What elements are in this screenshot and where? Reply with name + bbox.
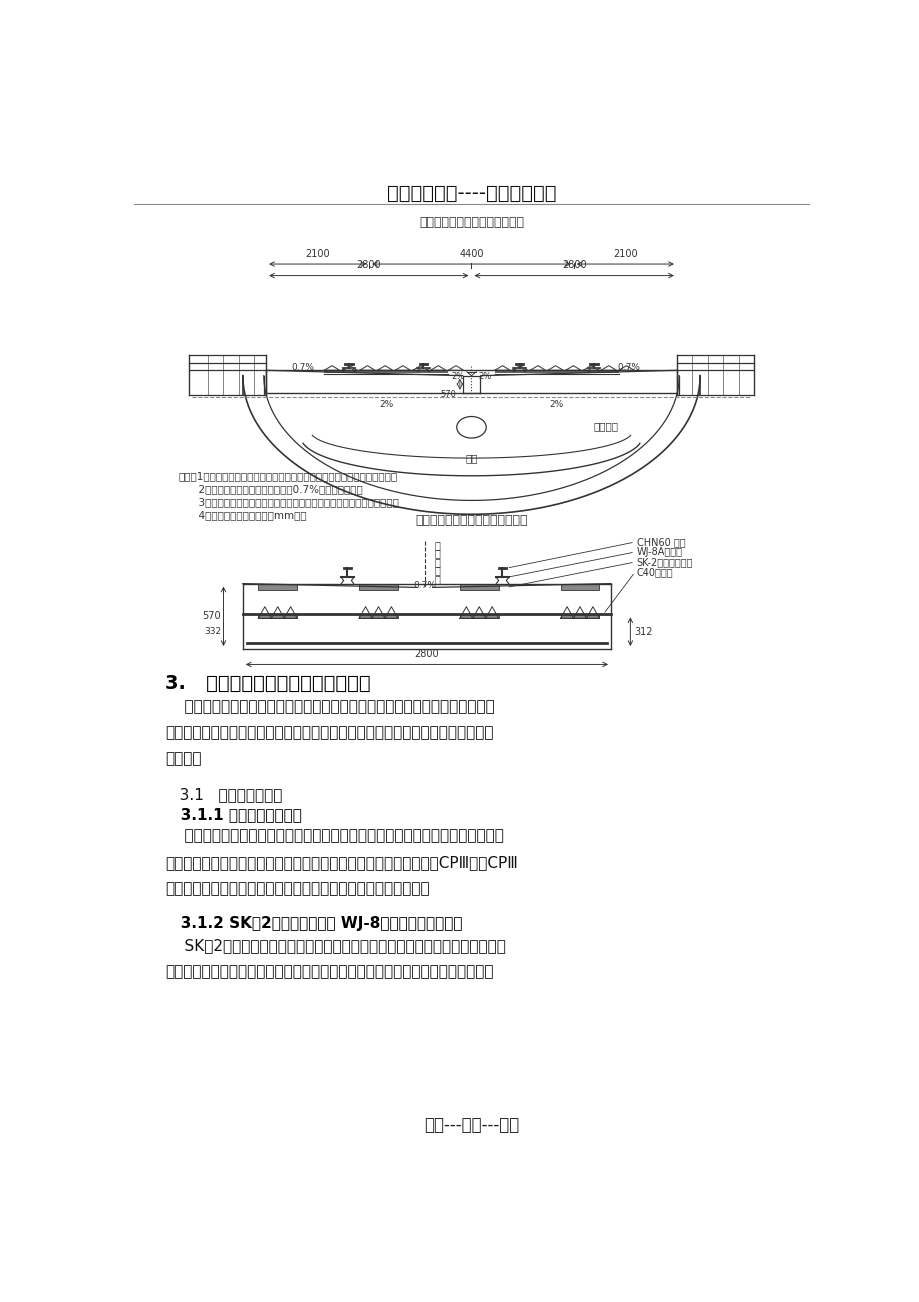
Text: WJ-8A型扣件: WJ-8A型扣件 [636, 547, 682, 557]
Text: 4、图中尺寸除注明外均以mm计。: 4、图中尺寸除注明外均以mm计。 [178, 510, 306, 519]
Text: 2%: 2% [478, 372, 492, 381]
Text: 2%: 2% [450, 372, 464, 381]
Text: 控制点高程测量网，同时控制桩高程必须进行精密二等水准测量。: 控制点高程测量网，同时控制桩高程必须进行精密二等水准测量。 [165, 881, 429, 896]
Text: 2%: 2% [549, 400, 563, 409]
Text: 道床施工安排在隧道主体工程完成以后进行，隧道贯通后应立即进行贯通测量，: 道床施工安排在隧道主体工程完成以后进行，隧道贯通后应立即进行贯通测量， [165, 828, 504, 844]
Text: 3.   双线隧道无砟轨道道床施工工艺: 3. 双线隧道无砟轨道道床施工工艺 [165, 674, 370, 693]
Bar [358, 583, 397, 590]
Bar [560, 615, 598, 618]
Bar [258, 615, 297, 618]
Text: 0.7%: 0.7% [290, 363, 313, 371]
Text: 2800: 2800 [414, 650, 438, 659]
Text: 并对贯通误差进行平差调整。贯通误差调整闭合后建立基桩控制网（CPⅢ）和CPⅢ: 并对贯通误差进行平差调整。贯通误差调整闭合后建立基桩控制网（CPⅢ）和CPⅢ [165, 855, 517, 870]
Text: 2100: 2100 [305, 249, 330, 259]
FancyBboxPatch shape [323, 370, 448, 374]
Text: 横山隧道无砟轨道横断面布置详图: 横山隧道无砟轨道横断面布置详图 [414, 514, 528, 527]
Text: 2800: 2800 [357, 260, 380, 271]
Text: 出厂运至工地经过质检后集中堆放在洞口空地上。堆放场地应提前作好平整及防排: 出厂运至工地经过质检后集中堆放在洞口空地上。堆放场地应提前作好平整及防排 [165, 965, 494, 979]
Text: 线: 线 [434, 574, 439, 585]
Text: 说明：1、本图为双线隧道直线地段双块式无砟轨道横向布置及设计横断面图；: 说明：1、本图为双线隧道直线地段双块式无砟轨道横向布置及设计横断面图； [178, 471, 397, 480]
Text: CHN60 钢轨: CHN60 钢轨 [636, 536, 685, 547]
Bar [460, 615, 498, 618]
Text: 2、道床顶面向中心水沟方向设置0.7%的单面排水坡；: 2、道床顶面向中心水沟方向设置0.7%的单面排水坡； [178, 484, 362, 493]
Text: 3.1.2 SK－2型双块式轨枕及 WJ-8型扣件的采购及运输: 3.1.2 SK－2型双块式轨枕及 WJ-8型扣件的采购及运输 [165, 917, 462, 931]
Text: 难度大。因此，在施工过程中，必须进行工序质量全过程控制，以工序质量保证工: 难度大。因此，在施工过程中，必须进行工序质量全过程控制，以工序质量保证工 [165, 725, 494, 741]
Text: 3.1   施工前准备工作: 3.1 施工前准备工作 [165, 788, 282, 802]
Text: 仰拱: 仰拱 [465, 453, 477, 464]
Text: 570: 570 [440, 389, 456, 398]
Text: 仰拱填充: 仰拱填充 [594, 421, 618, 431]
Bar [460, 583, 498, 590]
Text: 专心---专注---专业: 专心---专注---专业 [424, 1116, 518, 1134]
Text: SK-2型双块式轨枕: SK-2型双块式轨枕 [636, 557, 692, 568]
Bar [560, 583, 598, 590]
Text: 312: 312 [633, 626, 652, 637]
FancyBboxPatch shape [494, 370, 618, 374]
Text: 程质量。: 程质量。 [165, 751, 201, 767]
Text: 570: 570 [202, 612, 221, 621]
Text: 精选优质文档----倾情为你奉上: 精选优质文档----倾情为你奉上 [386, 184, 556, 203]
Text: 4400: 4400 [459, 249, 483, 259]
Text: 中: 中 [434, 557, 439, 568]
Text: 2100: 2100 [612, 249, 637, 259]
Text: 332: 332 [204, 628, 221, 637]
Text: 3.1.1 测量控制网的建立: 3.1.1 测量控制网的建立 [165, 807, 302, 822]
Text: 路: 路 [434, 548, 439, 559]
Text: 2800: 2800 [562, 260, 586, 271]
Text: 0.7%: 0.7% [413, 581, 436, 590]
Text: C40道床板: C40道床板 [636, 568, 673, 577]
Text: 双线隧道无砟轨道道床施工要求精度高，施工时间紧，轨排铺设跨度大，施工: 双线隧道无砟轨道道床施工要求精度高，施工时间紧，轨排铺设跨度大，施工 [165, 699, 494, 715]
Text: 0.7%: 0.7% [617, 363, 640, 371]
Text: 3、道床板浇筑前，道床板范围的混凝土底板表面应做拉毛或凿毛处理；: 3、道床板浇筑前，道床板范围的混凝土底板表面应做拉毛或凿毛处理； [178, 497, 398, 506]
Text: 2%: 2% [379, 400, 393, 409]
Text: 心: 心 [434, 565, 439, 575]
Bar [258, 583, 297, 590]
Bar [358, 615, 397, 618]
Text: SK－2型双块式轨枕，采用厂内预制，由山西省吴城镇运输至横山隧道。轨枕: SK－2型双块式轨枕，采用厂内预制，由山西省吴城镇运输至横山隧道。轨枕 [165, 937, 505, 953]
Text: 横山隧道无砟轨道横断面布置图: 横山隧道无砟轨道横断面布置图 [418, 216, 524, 229]
Text: 线: 线 [434, 540, 439, 549]
